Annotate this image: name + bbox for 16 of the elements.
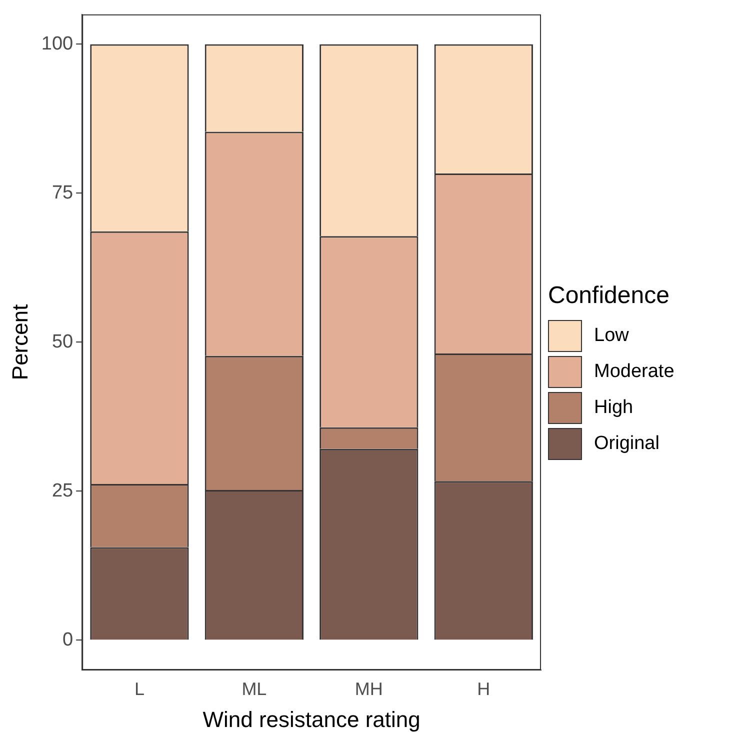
y-tick-label: 25 [52,480,74,502]
x-tick-label: ML [242,678,267,699]
y-axis-title: Percent [7,304,32,380]
text: Moderate [594,361,674,383]
x-axis-title: Wind resistance rating [202,706,420,732]
y-tick-label: 75 [52,182,74,204]
x-tick-label: L [134,678,144,699]
legend-label: High [594,397,634,419]
y-tick-label: 50 [52,331,74,352]
legend-title: Confidence [548,282,670,310]
y-tick-label: 0 [62,629,74,650]
legend-label: Low [594,325,629,347]
legend-label: Original [594,433,660,455]
x-tick-label: H [477,678,490,699]
y-tick-label: 100 [41,33,74,54]
x-tick-label: MH [354,678,383,699]
